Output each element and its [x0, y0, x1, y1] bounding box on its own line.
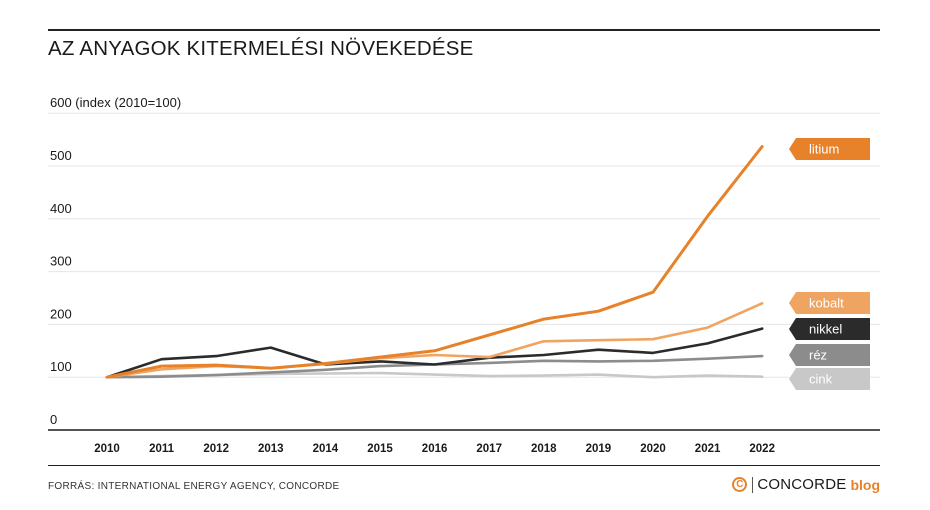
top-rule: [48, 29, 880, 31]
x-tick-label-2016: 2016: [422, 443, 448, 455]
x-tick-label-2017: 2017: [476, 443, 502, 455]
y-tick-label-200: 200: [50, 306, 72, 321]
legend-tag-rez: [789, 344, 870, 366]
x-tick-label-2021: 2021: [695, 443, 721, 455]
series-line-litium: [105, 145, 764, 379]
legend-label-litium: litium: [809, 142, 839, 157]
y-tick-label-500: 500: [50, 148, 72, 163]
legend-tag-litium: [789, 138, 870, 160]
brand-logo-block[interactable]: C CONCORDE blog: [732, 476, 880, 493]
x-tick-label-2014: 2014: [313, 443, 339, 455]
legend-label-rez: réz: [809, 348, 827, 363]
legend-tag-kobalt: [789, 292, 870, 314]
y-tick-label-100: 100: [50, 359, 72, 374]
x-tick-label-2019: 2019: [586, 443, 612, 455]
brand-suffix: blog: [850, 476, 880, 493]
legend-tag-cink: [789, 368, 870, 390]
y-tick-label-300: 300: [50, 254, 72, 269]
x-tick-label-2018: 2018: [531, 443, 557, 455]
y-tick-label-400: 400: [50, 201, 72, 216]
brand-name: CONCORDE: [757, 476, 847, 493]
chart-title: AZ ANYAGOK KITERMELÉSI NÖVEKEDÉSE: [48, 37, 474, 60]
x-tick-label-2013: 2013: [258, 443, 284, 455]
brand-divider: [752, 476, 754, 493]
x-tick-label-2020: 2020: [640, 443, 666, 455]
legend-label-nikkel: nikkel: [809, 322, 842, 337]
y-tick-label-0: 0: [50, 412, 57, 427]
legend-tag-nikkel: [789, 318, 870, 340]
bottom-rule: [48, 465, 880, 466]
x-tick-label-2012: 2012: [203, 443, 229, 455]
source-note: FORRÁS: INTERNATIONAL ENERGY AGENCY, CON…: [48, 481, 340, 492]
legend-label-cink: cink: [809, 372, 833, 387]
x-tick-label-2011: 2011: [149, 443, 175, 455]
x-tick-label-2022: 2022: [749, 443, 775, 455]
y-tick-label-600: 600 (index (2010=100): [50, 95, 181, 110]
x-tick-label-2015: 2015: [367, 443, 393, 455]
series-line-nikkel: [105, 327, 764, 379]
concorde-logo-icon: C: [732, 477, 748, 492]
x-tick-label-2010: 2010: [94, 443, 120, 455]
legend-label-kobalt: kobalt: [809, 296, 844, 311]
